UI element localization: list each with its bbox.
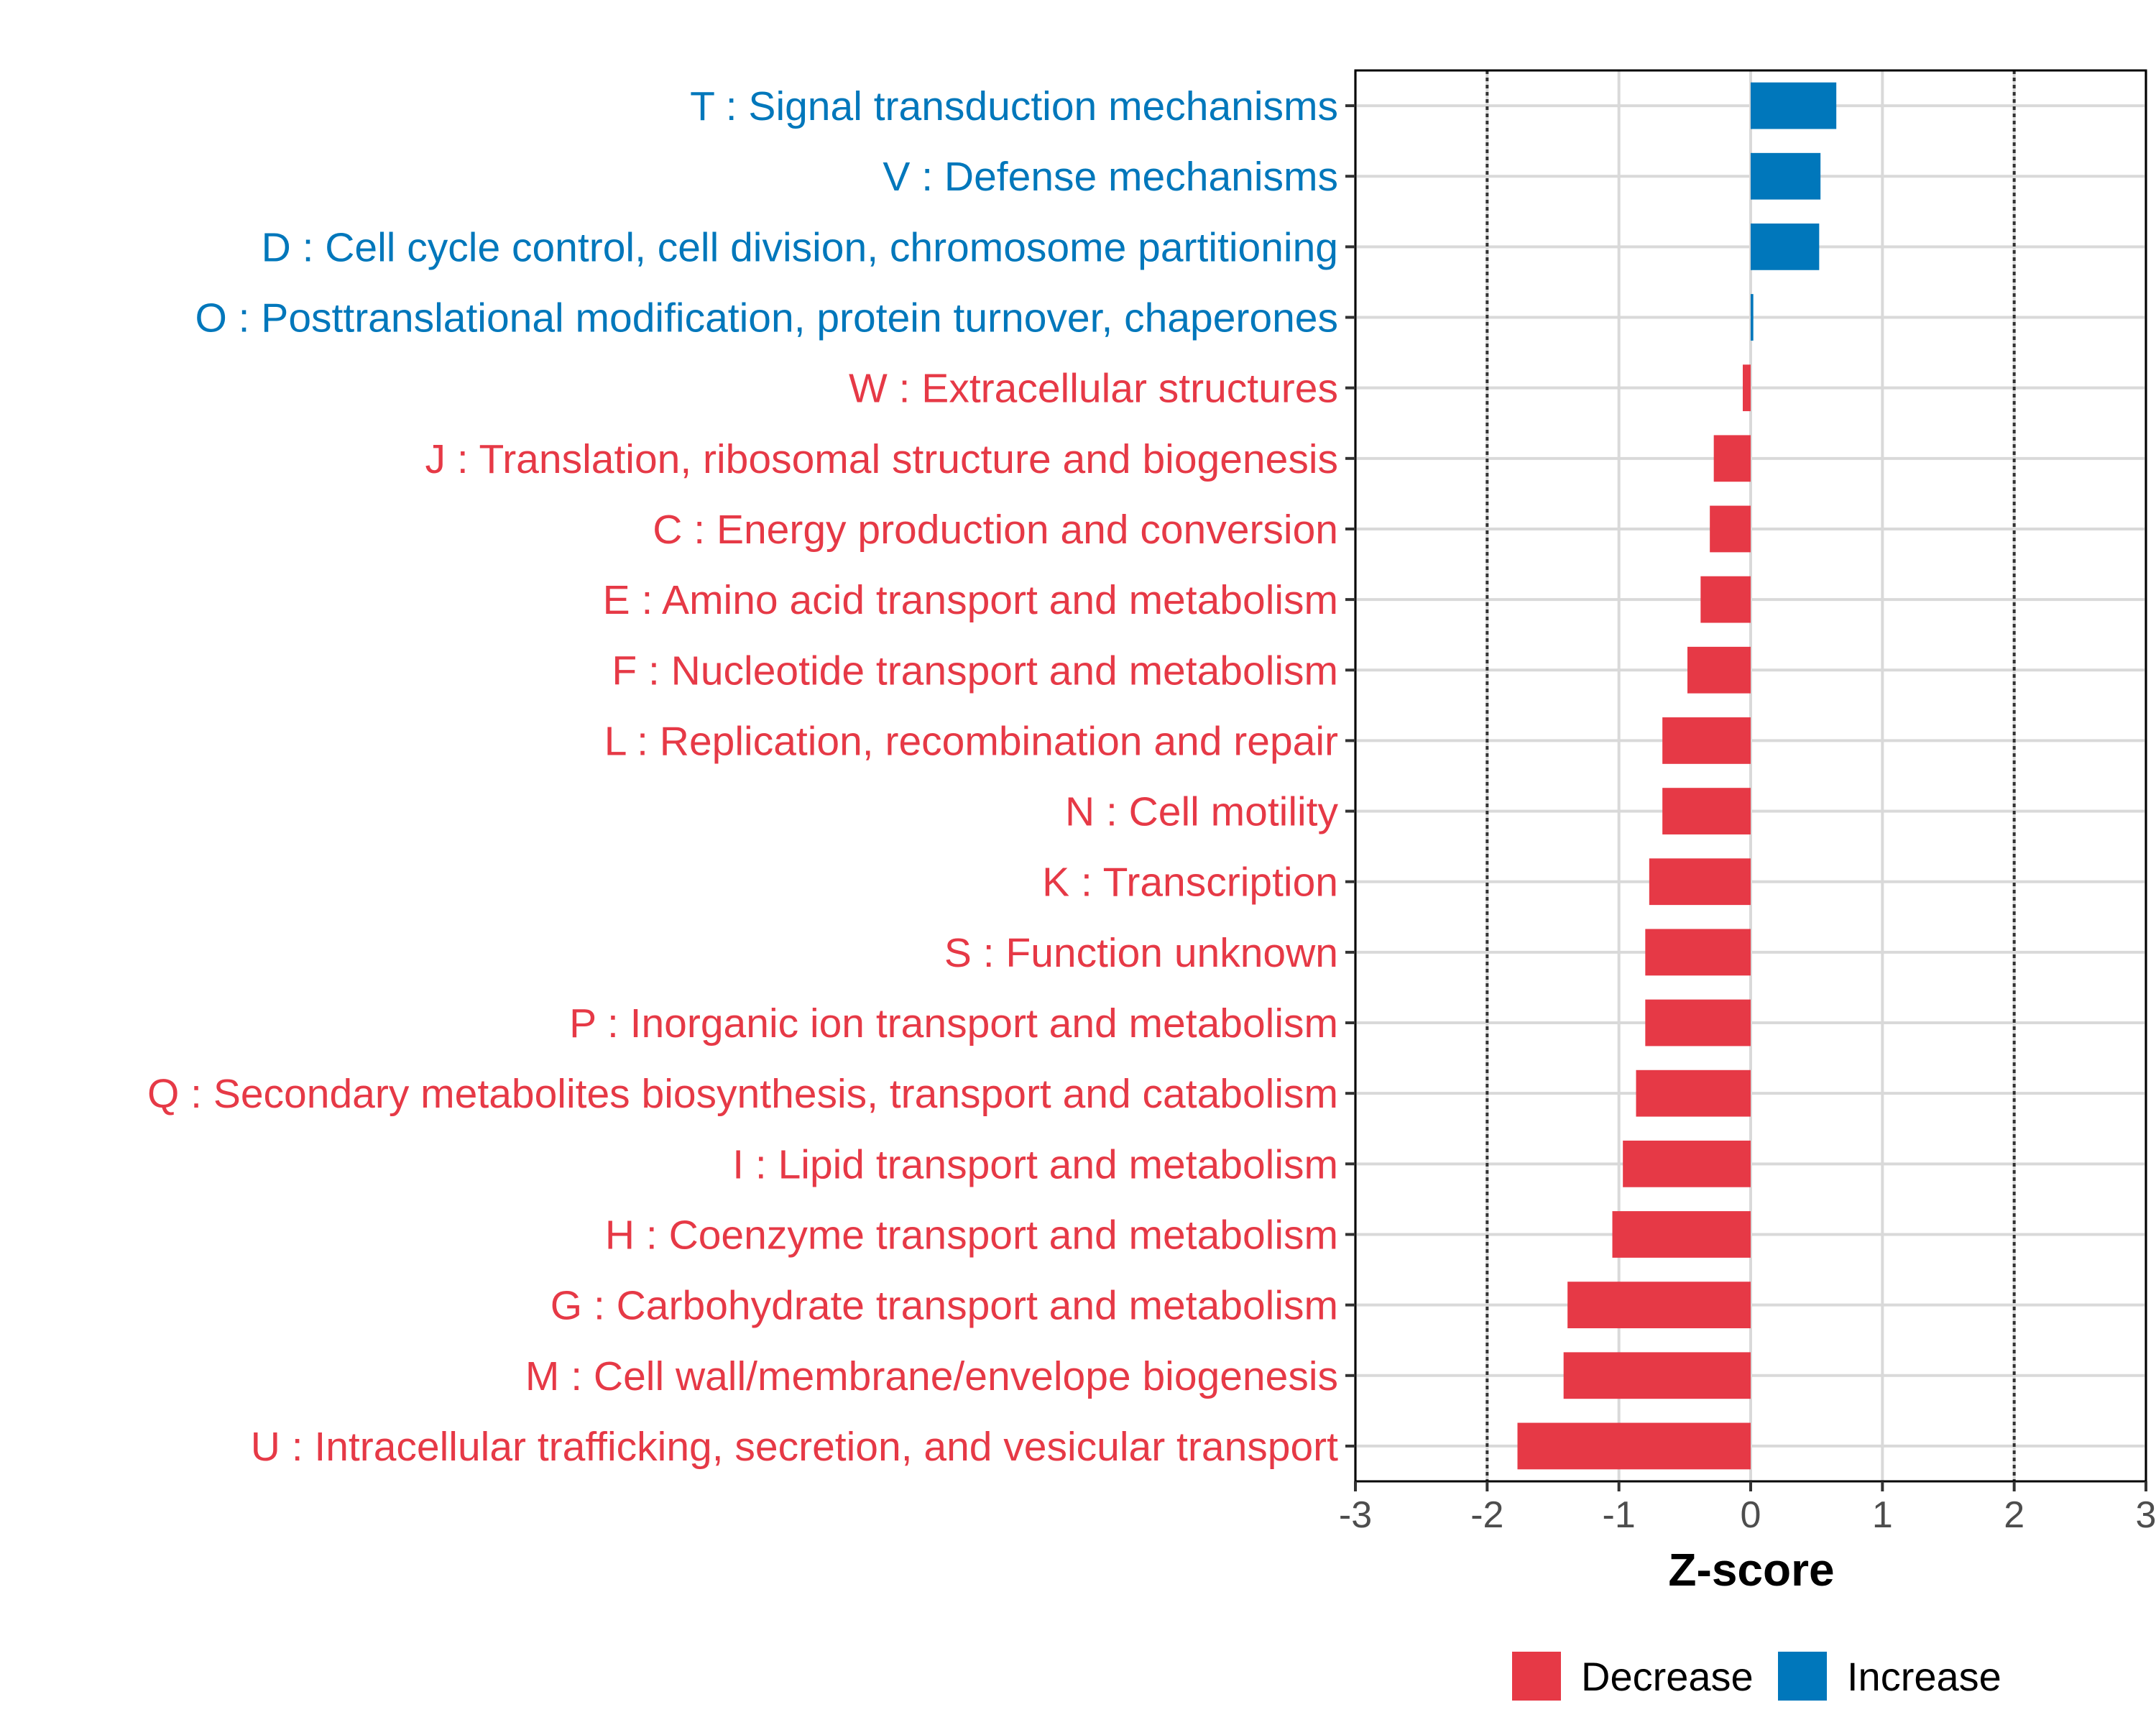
category-label: G : Carbohydrate transport and metabolis… <box>550 1283 1338 1329</box>
category-label: U : Intracellular trafficking, secretion… <box>251 1424 1338 1470</box>
bars-group <box>1517 82 1837 1470</box>
legend-label: Increase <box>1847 1654 2001 1699</box>
bar <box>1517 1422 1751 1470</box>
bar <box>1645 929 1751 976</box>
bar <box>1623 1140 1751 1187</box>
axis-ticks <box>1345 104 2147 1491</box>
category-label: T : Signal transduction mechanisms <box>690 83 1338 129</box>
category-label: V : Defense mechanisms <box>883 154 1338 200</box>
category-labels: T : Signal transduction mechanisms V : De… <box>147 83 1339 1470</box>
category-label: Q : Secondary metabolites biosynthesis, … <box>147 1071 1338 1117</box>
category-label: L : Replication, recombination and repai… <box>604 718 1338 764</box>
legend-swatch <box>1512 1652 1561 1701</box>
category-label: N : Cell motility <box>1065 789 1339 835</box>
category-label: W : Extracellular structures <box>849 366 1338 412</box>
x-tick-label: 2 <box>2004 1494 2024 1536</box>
bar <box>1649 858 1751 906</box>
bar <box>1743 364 1751 412</box>
x-tick-label: -2 <box>1470 1494 1503 1536</box>
category-label: S : Function unknown <box>944 930 1338 976</box>
bar <box>1563 1352 1751 1399</box>
category-label: H : Coenzyme transport and metabolism <box>605 1212 1338 1258</box>
x-tick-label: -1 <box>1603 1494 1636 1536</box>
x-tick-label: 3 <box>2136 1494 2156 1536</box>
bar <box>1612 1211 1751 1258</box>
grid-lines <box>1354 70 2147 1481</box>
bar <box>1751 152 1821 200</box>
bar <box>1645 999 1751 1046</box>
category-label: J : Translation, ribosomal structure and… <box>425 436 1338 482</box>
bar <box>1567 1282 1751 1329</box>
legend-label: Decrease <box>1581 1654 1754 1699</box>
bar <box>1713 435 1751 482</box>
bar <box>1662 717 1751 764</box>
category-label: I : Lipid transport and metabolism <box>732 1141 1338 1187</box>
bar <box>1751 294 1754 341</box>
legend-swatch <box>1778 1652 1827 1701</box>
x-tick-labels: -3 -2 -1 0 1 2 3 <box>1339 1494 2156 1536</box>
category-label: F : Nucleotide transport and metabolism <box>612 648 1338 694</box>
category-label: D : Cell cycle control, cell division, c… <box>262 224 1338 270</box>
category-label: O : Posttranslational modification, prot… <box>195 295 1338 341</box>
legend: Decrease Increase <box>1512 1652 2001 1701</box>
category-label: M : Cell wall/membrane/envelope biogenes… <box>525 1353 1338 1399</box>
x-tick-label: -3 <box>1339 1494 1372 1536</box>
x-tick-label: 0 <box>1741 1494 1761 1536</box>
x-tick-label: 1 <box>1872 1494 1893 1536</box>
bar <box>1751 223 1820 270</box>
bar <box>1687 646 1751 694</box>
category-label: C : Energy production and conversion <box>653 507 1338 553</box>
x-axis-title: Z-score <box>1668 1544 1834 1596</box>
bar <box>1710 505 1751 553</box>
bar <box>1662 788 1751 834</box>
bar <box>1700 576 1751 623</box>
bar <box>1751 82 1837 129</box>
reference-lines <box>1485 70 2016 1481</box>
category-label: K : Transcription <box>1042 860 1338 906</box>
bar <box>1636 1070 1751 1117</box>
category-label: E : Amino acid transport and metabolism <box>603 577 1338 623</box>
category-label: P : Inorganic ion transport and metaboli… <box>569 1000 1338 1046</box>
